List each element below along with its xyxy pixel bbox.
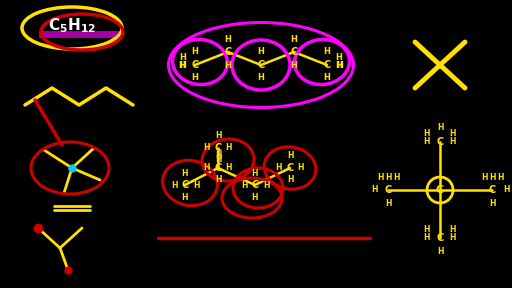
Text: H: H [450, 234, 456, 242]
Text: C: C [224, 47, 231, 57]
Text: H: H [450, 130, 456, 139]
Text: H: H [276, 164, 282, 173]
Text: H: H [335, 52, 343, 62]
Text: $\mathbf{C_5H_{12}}$: $\mathbf{C_5H_{12}}$ [48, 17, 96, 35]
Text: H: H [215, 175, 221, 185]
Text: C: C [290, 47, 297, 57]
Text: H: H [215, 156, 221, 164]
Text: C: C [215, 163, 222, 173]
Text: H: H [393, 173, 399, 181]
Text: H: H [336, 60, 344, 69]
Text: H: H [481, 173, 487, 181]
Text: H: H [298, 164, 304, 173]
Text: H: H [324, 48, 330, 56]
Text: H: H [450, 137, 456, 147]
Text: H: H [489, 173, 495, 181]
Text: H: H [497, 173, 503, 181]
Text: H: H [437, 124, 443, 132]
Text: H: H [258, 73, 264, 82]
Text: H: H [385, 173, 391, 181]
Text: H: H [424, 234, 430, 242]
Text: H: H [291, 60, 297, 69]
Text: C: C [191, 60, 199, 70]
Text: H: H [180, 60, 186, 69]
Text: C: C [436, 185, 444, 195]
Text: H: H [424, 137, 430, 147]
Text: C: C [436, 137, 443, 147]
Text: H: H [215, 132, 221, 141]
Text: H: H [252, 168, 258, 177]
Text: H: H [385, 198, 391, 207]
Text: H: H [263, 181, 269, 190]
Text: C: C [258, 60, 265, 70]
Text: H: H [204, 143, 210, 153]
Text: H: H [215, 151, 221, 160]
Text: C: C [215, 143, 222, 153]
Text: C: C [324, 60, 331, 70]
Text: H: H [193, 181, 199, 190]
Text: H: H [335, 60, 343, 69]
Text: H: H [241, 181, 247, 190]
Text: H: H [179, 60, 185, 69]
Text: H: H [191, 73, 199, 82]
Text: H: H [450, 226, 456, 234]
Text: H: H [204, 164, 210, 173]
Text: H: H [226, 164, 232, 173]
Text: H: H [225, 60, 231, 69]
Text: H: H [437, 247, 443, 257]
Text: H: H [377, 173, 383, 181]
Text: H: H [182, 192, 188, 202]
Text: H: H [489, 198, 495, 207]
Text: C: C [488, 185, 496, 195]
Text: H: H [291, 35, 297, 43]
Text: H: H [226, 143, 232, 153]
Text: C: C [286, 163, 293, 173]
Text: H: H [180, 52, 186, 62]
Text: H: H [191, 48, 199, 56]
Text: C: C [436, 233, 443, 243]
Text: H: H [258, 48, 264, 56]
Text: H: H [252, 192, 258, 202]
Text: C: C [251, 180, 259, 190]
Text: C: C [181, 180, 188, 190]
Text: H: H [424, 130, 430, 139]
Text: H: H [503, 185, 509, 194]
Text: H: H [424, 226, 430, 234]
Text: H: H [287, 175, 293, 185]
Text: H: H [182, 168, 188, 177]
Text: H: H [170, 181, 177, 190]
Text: H: H [287, 151, 293, 160]
Text: H: H [225, 35, 231, 43]
Text: H: H [324, 73, 330, 82]
Text: H: H [371, 185, 377, 194]
Text: C: C [385, 185, 392, 195]
